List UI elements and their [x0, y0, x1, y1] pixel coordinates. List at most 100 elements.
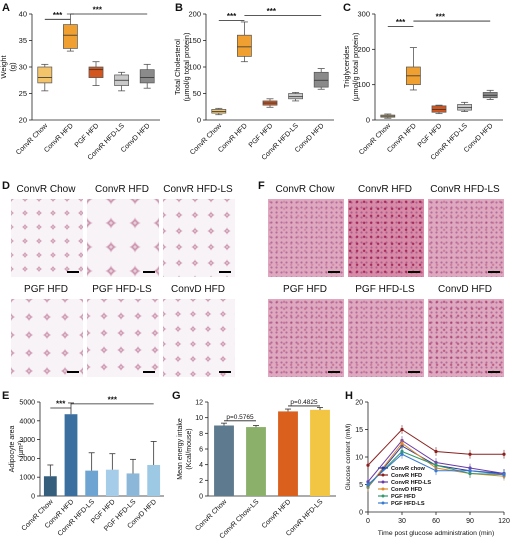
legend-marker [381, 487, 385, 491]
legend-marker [381, 466, 385, 470]
y-tick-label: 10 [195, 415, 203, 422]
significance-label: *** [108, 395, 118, 404]
micrograph-image [427, 198, 505, 278]
scale-bar [488, 371, 500, 373]
micrograph-image [347, 298, 425, 378]
legend-label: ConvR chow [391, 466, 426, 472]
micrograph-image [162, 198, 236, 278]
scale-bar [219, 371, 231, 373]
y-tick-label: 150 [188, 36, 201, 45]
y-tick-label: 35 [19, 36, 27, 45]
panel-label-d: D [2, 180, 10, 192]
data-point [502, 452, 506, 456]
significance-label: *** [227, 12, 237, 21]
legend-marker [381, 480, 385, 484]
micrograph-title: ConvR HFD [358, 184, 412, 195]
bar [278, 411, 298, 496]
y-axis-label: Triglycerides [342, 46, 351, 88]
y-tick-label: 0 [31, 494, 35, 501]
chart-e-adipocyte-area: 0 1000 2000 3000 4000 5000 Adipocyte area (µm²)… [9, 395, 164, 538]
data-point [434, 463, 438, 467]
y-axis-label: Total Cholesterol [173, 39, 182, 95]
data-point [434, 449, 438, 454]
y-tick-label: 12 [195, 400, 203, 407]
y-tick-label: 300 [357, 10, 370, 19]
micrograph-title: PGF HFD-LS [355, 284, 415, 295]
data-point [366, 482, 370, 487]
y-tick-label: 0 [366, 116, 370, 125]
y-tick-label: 100 [188, 63, 201, 72]
micrograph-title: ConvR HFD [95, 184, 149, 195]
y-tick-label: 40 [19, 10, 27, 19]
y-axis-label: (Kcal/mouse) [186, 428, 193, 469]
y-tick-label: 100 [357, 80, 370, 89]
scale-bar [219, 271, 231, 273]
scale-bar [67, 271, 79, 273]
y-tick-label: 5 [359, 482, 363, 489]
pvalue-label: p=0.5765 [226, 414, 254, 421]
x-axis-label: Time post glucose administration (min) [378, 530, 494, 537]
panel-label-a: A [2, 2, 10, 14]
data-point [400, 452, 404, 456]
data-point [400, 427, 404, 432]
legend-marker [381, 494, 385, 498]
chart-h-glucose: 0 5 10 15 20 0 30 60 90 120 Time post glucose admi… [345, 400, 510, 538]
y-tick-label: 15 [355, 427, 363, 434]
bar [105, 469, 119, 496]
y-tick-label: 200 [188, 10, 201, 19]
y-axis-label: (µmol/g total protein) [351, 32, 360, 101]
y-axis-label: Mean energy intake [177, 418, 184, 480]
significance-label: *** [436, 13, 446, 22]
legend-label: PGF HFD [391, 494, 416, 500]
scale-bar [328, 371, 340, 373]
micrograph-image [86, 198, 160, 278]
micrograph-image [162, 298, 236, 378]
micrograph-title: ConvR HFD-LS [163, 184, 233, 195]
scale-bar [328, 271, 340, 273]
legend-label: PGF HFD-LS [391, 501, 425, 507]
x-tick-label: 30 [398, 518, 406, 525]
y-axis-label: Weight [0, 54, 8, 78]
data-point [468, 469, 472, 473]
micrograph-title: ConvR Chow [16, 184, 76, 195]
scale-bar [143, 271, 155, 273]
micrograph-image [267, 198, 345, 278]
y-tick-label: 20 [19, 116, 27, 125]
box [37, 66, 53, 84]
y-axis-label: Glucose content (mM) [345, 424, 352, 491]
bar [214, 425, 234, 496]
significance-label: *** [53, 11, 63, 20]
scale-bar [67, 371, 79, 373]
micrograph-image [10, 298, 84, 378]
significance-label: *** [56, 400, 66, 409]
y-tick-label: 1000 [19, 475, 35, 482]
y-tick-label: 5000 [19, 400, 35, 407]
panel-label-c: C [343, 2, 351, 14]
box [88, 66, 104, 78]
y-tick-label: 2 [199, 478, 203, 485]
micrograph-title: ConvR Chow [275, 184, 335, 195]
chart-c-triglycerides: 0 100 200 300 Triglycerides (µmol/g total pro… [342, 10, 503, 162]
scale-bar [408, 271, 420, 273]
legend-marker [381, 501, 385, 505]
y-tick-label: 0 [197, 116, 201, 125]
category-label: PGF HFD [417, 122, 444, 149]
chart-b-cholesterol: 0 50 100 150 200 Total Cholesterol (µmol/g tot… [173, 7, 334, 162]
micrograph-title: PGF HFD [24, 284, 68, 295]
y-axis-label: (µm²) [18, 441, 25, 458]
category-label: PGF HFD [74, 122, 101, 149]
scale-bar [488, 271, 500, 273]
y-tick-label: 6 [199, 447, 203, 454]
x-tick-label: 0 [366, 518, 370, 525]
y-axis-label: (µmol/g total protein) [182, 32, 191, 101]
bar [85, 470, 99, 496]
x-tick-label: 90 [466, 518, 474, 525]
x-tick-label: 60 [432, 518, 440, 525]
y-tick-label: 200 [357, 45, 370, 54]
box [63, 24, 78, 49]
bar [64, 414, 78, 496]
y-tick-label: 4 [199, 462, 203, 469]
significance-label: *** [267, 7, 277, 16]
panel-label-g: G [172, 390, 181, 402]
